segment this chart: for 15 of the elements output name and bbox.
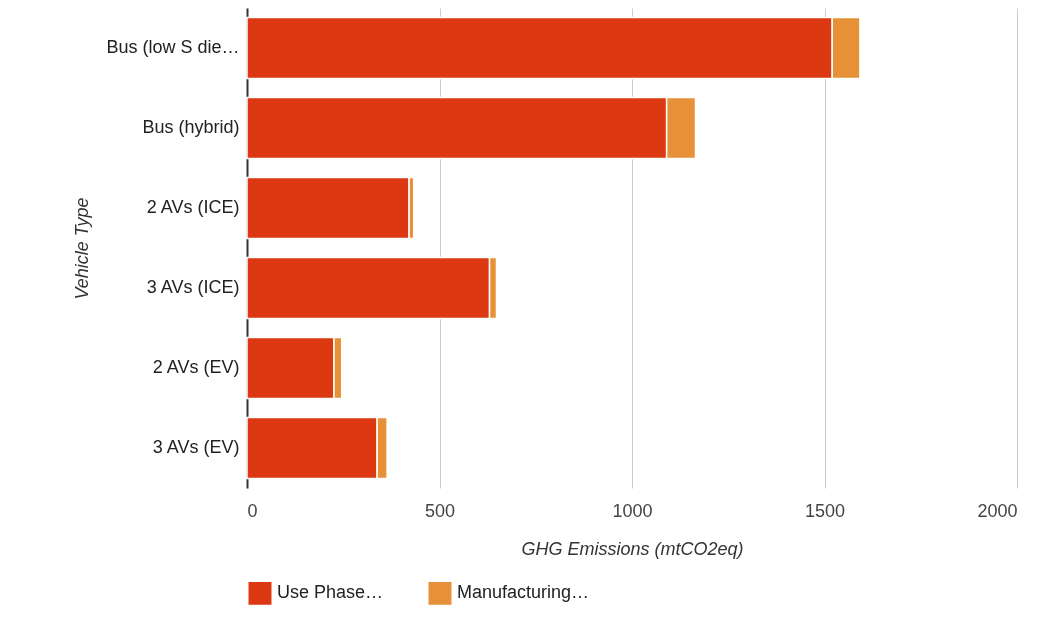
x-tick-label: 0: [247, 500, 258, 521]
y-tick-label: 2 AVs (EV): [152, 357, 240, 377]
y-axis-title: Vehicle Type: [72, 197, 93, 300]
x-tick-label: 1000: [612, 500, 653, 521]
x-axis-title: GHG Emissions (mtCO2eq): [521, 538, 744, 559]
y-tick-label: Bus (hybrid): [142, 117, 240, 137]
legend-label: Manufacturing…: [457, 582, 590, 603]
legend-label: Use Phase…: [277, 582, 384, 603]
x-tick-label: 500: [424, 500, 456, 521]
x-tick-label: 2000: [977, 500, 1018, 521]
x-tick-label: 1500: [804, 500, 846, 521]
y-tick-label: Bus (low S die…: [106, 37, 240, 57]
y-tick-label: 3 AVs (ICE): [146, 277, 240, 297]
y-tick-label: 2 AVs (ICE): [146, 197, 240, 217]
y-tick-label: 3 AVs (EV): [152, 437, 240, 457]
